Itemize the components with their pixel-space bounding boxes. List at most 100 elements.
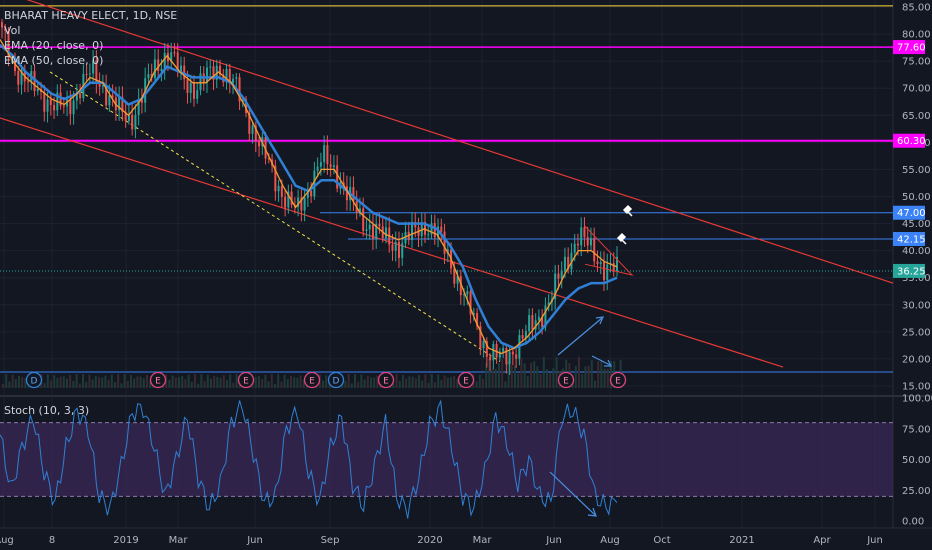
candle-body <box>118 97 121 111</box>
earnings-marker <box>303 371 321 389</box>
volume-bar <box>405 378 408 388</box>
stoch-y-tick-label: 75.00 <box>902 424 931 435</box>
volume-bar <box>376 375 379 388</box>
volume-bar <box>69 374 72 388</box>
volume-bar <box>277 374 280 388</box>
volume-bar <box>194 374 196 388</box>
volume-bar <box>517 373 520 388</box>
volume-bar <box>546 369 548 388</box>
volume-bar <box>482 378 484 388</box>
volume-bar <box>254 376 257 388</box>
volume-bar <box>520 357 523 388</box>
legend-ema50[interactable]: EMA (50, close, 0) <box>4 54 104 67</box>
volume-bar <box>290 375 292 388</box>
volume-bar <box>526 375 529 388</box>
candle-body <box>459 276 462 296</box>
volume-bar <box>238 382 241 388</box>
volume-bar <box>555 356 558 388</box>
volume-bar <box>357 381 360 388</box>
volume-bar <box>610 360 612 388</box>
candle-body <box>329 164 332 168</box>
candle-body <box>616 256 618 272</box>
candle-body <box>186 79 189 93</box>
candle-body <box>59 92 62 106</box>
candle-body <box>345 186 348 201</box>
candle-body <box>476 313 479 327</box>
candle-body <box>479 326 482 349</box>
legend-vol[interactable]: Vol <box>4 24 21 37</box>
candle-body <box>108 95 111 106</box>
candle-body <box>362 208 365 231</box>
volume-bar <box>606 368 609 388</box>
legend-ema20[interactable]: EMA (20, close, 0) <box>4 39 104 52</box>
event-letter: D <box>333 377 340 387</box>
earnings-marker <box>237 371 255 389</box>
candle-body <box>219 65 222 75</box>
volume-bar <box>56 378 59 388</box>
y-tick-label: 85.00 <box>902 3 931 14</box>
volume-bar <box>43 382 46 388</box>
volume-bar <box>91 379 94 388</box>
candle-body <box>586 237 589 246</box>
candle-body <box>524 331 527 339</box>
candle-body <box>196 90 199 99</box>
volume-bar <box>536 366 539 388</box>
candle-body <box>127 114 130 121</box>
volume-bar <box>126 380 129 388</box>
x-tick-label: 2020 <box>417 535 442 546</box>
candle-body <box>567 256 570 270</box>
volume-bar <box>504 381 507 388</box>
y-tick-label: 65.00 <box>902 111 931 122</box>
candle-body <box>49 99 52 105</box>
candle-body <box>300 197 303 211</box>
event-letter: E <box>243 377 249 387</box>
volume-bar <box>360 374 363 388</box>
volume-bar <box>165 374 168 388</box>
candle-body <box>27 81 30 83</box>
candle-body <box>537 316 540 321</box>
volume-bar <box>418 375 420 388</box>
candle-body <box>241 99 244 102</box>
candle-body <box>375 223 378 240</box>
volume-bar <box>107 379 110 388</box>
event-letter: E <box>383 377 389 387</box>
y-tick-label: 35.00 <box>902 273 931 284</box>
earnings-marker <box>609 371 627 389</box>
volume-bar <box>370 377 372 388</box>
candle-body <box>137 99 140 115</box>
candle-body <box>88 73 91 75</box>
candle-body <box>140 99 143 103</box>
volume-bar <box>510 364 513 388</box>
volume-bar <box>488 359 491 388</box>
volume-bar <box>450 377 452 388</box>
volume-bar <box>274 383 276 388</box>
dividend-marker <box>327 371 345 389</box>
volume-bar <box>88 374 91 388</box>
volume-bar <box>600 360 603 388</box>
candle-body <box>284 196 287 208</box>
candle-body <box>453 268 456 284</box>
candle-body <box>502 347 505 352</box>
earnings-marker <box>557 371 575 389</box>
volume-bar <box>594 380 596 388</box>
volume-bar <box>24 377 27 388</box>
volume-bar <box>552 368 555 388</box>
volume-bar <box>542 356 545 388</box>
volume-bar <box>456 379 459 388</box>
earnings-marker <box>377 371 395 389</box>
stoch-y-tick-label: 0.00 <box>902 517 924 528</box>
stoch-legend[interactable]: Stoch (10, 3, 3) <box>4 404 90 417</box>
candle-body <box>134 114 137 130</box>
candle-body <box>394 241 397 251</box>
volume-bar <box>114 382 116 388</box>
price-tag <box>893 40 925 55</box>
volume-bar <box>258 376 260 388</box>
volume-bar <box>213 376 216 388</box>
price-tag-label: 60.30 <box>897 136 926 147</box>
volume-bar <box>235 374 238 388</box>
candle-body <box>192 82 195 99</box>
candle-body <box>274 165 277 192</box>
volume-bar <box>117 374 120 388</box>
volume-bar <box>395 374 398 388</box>
